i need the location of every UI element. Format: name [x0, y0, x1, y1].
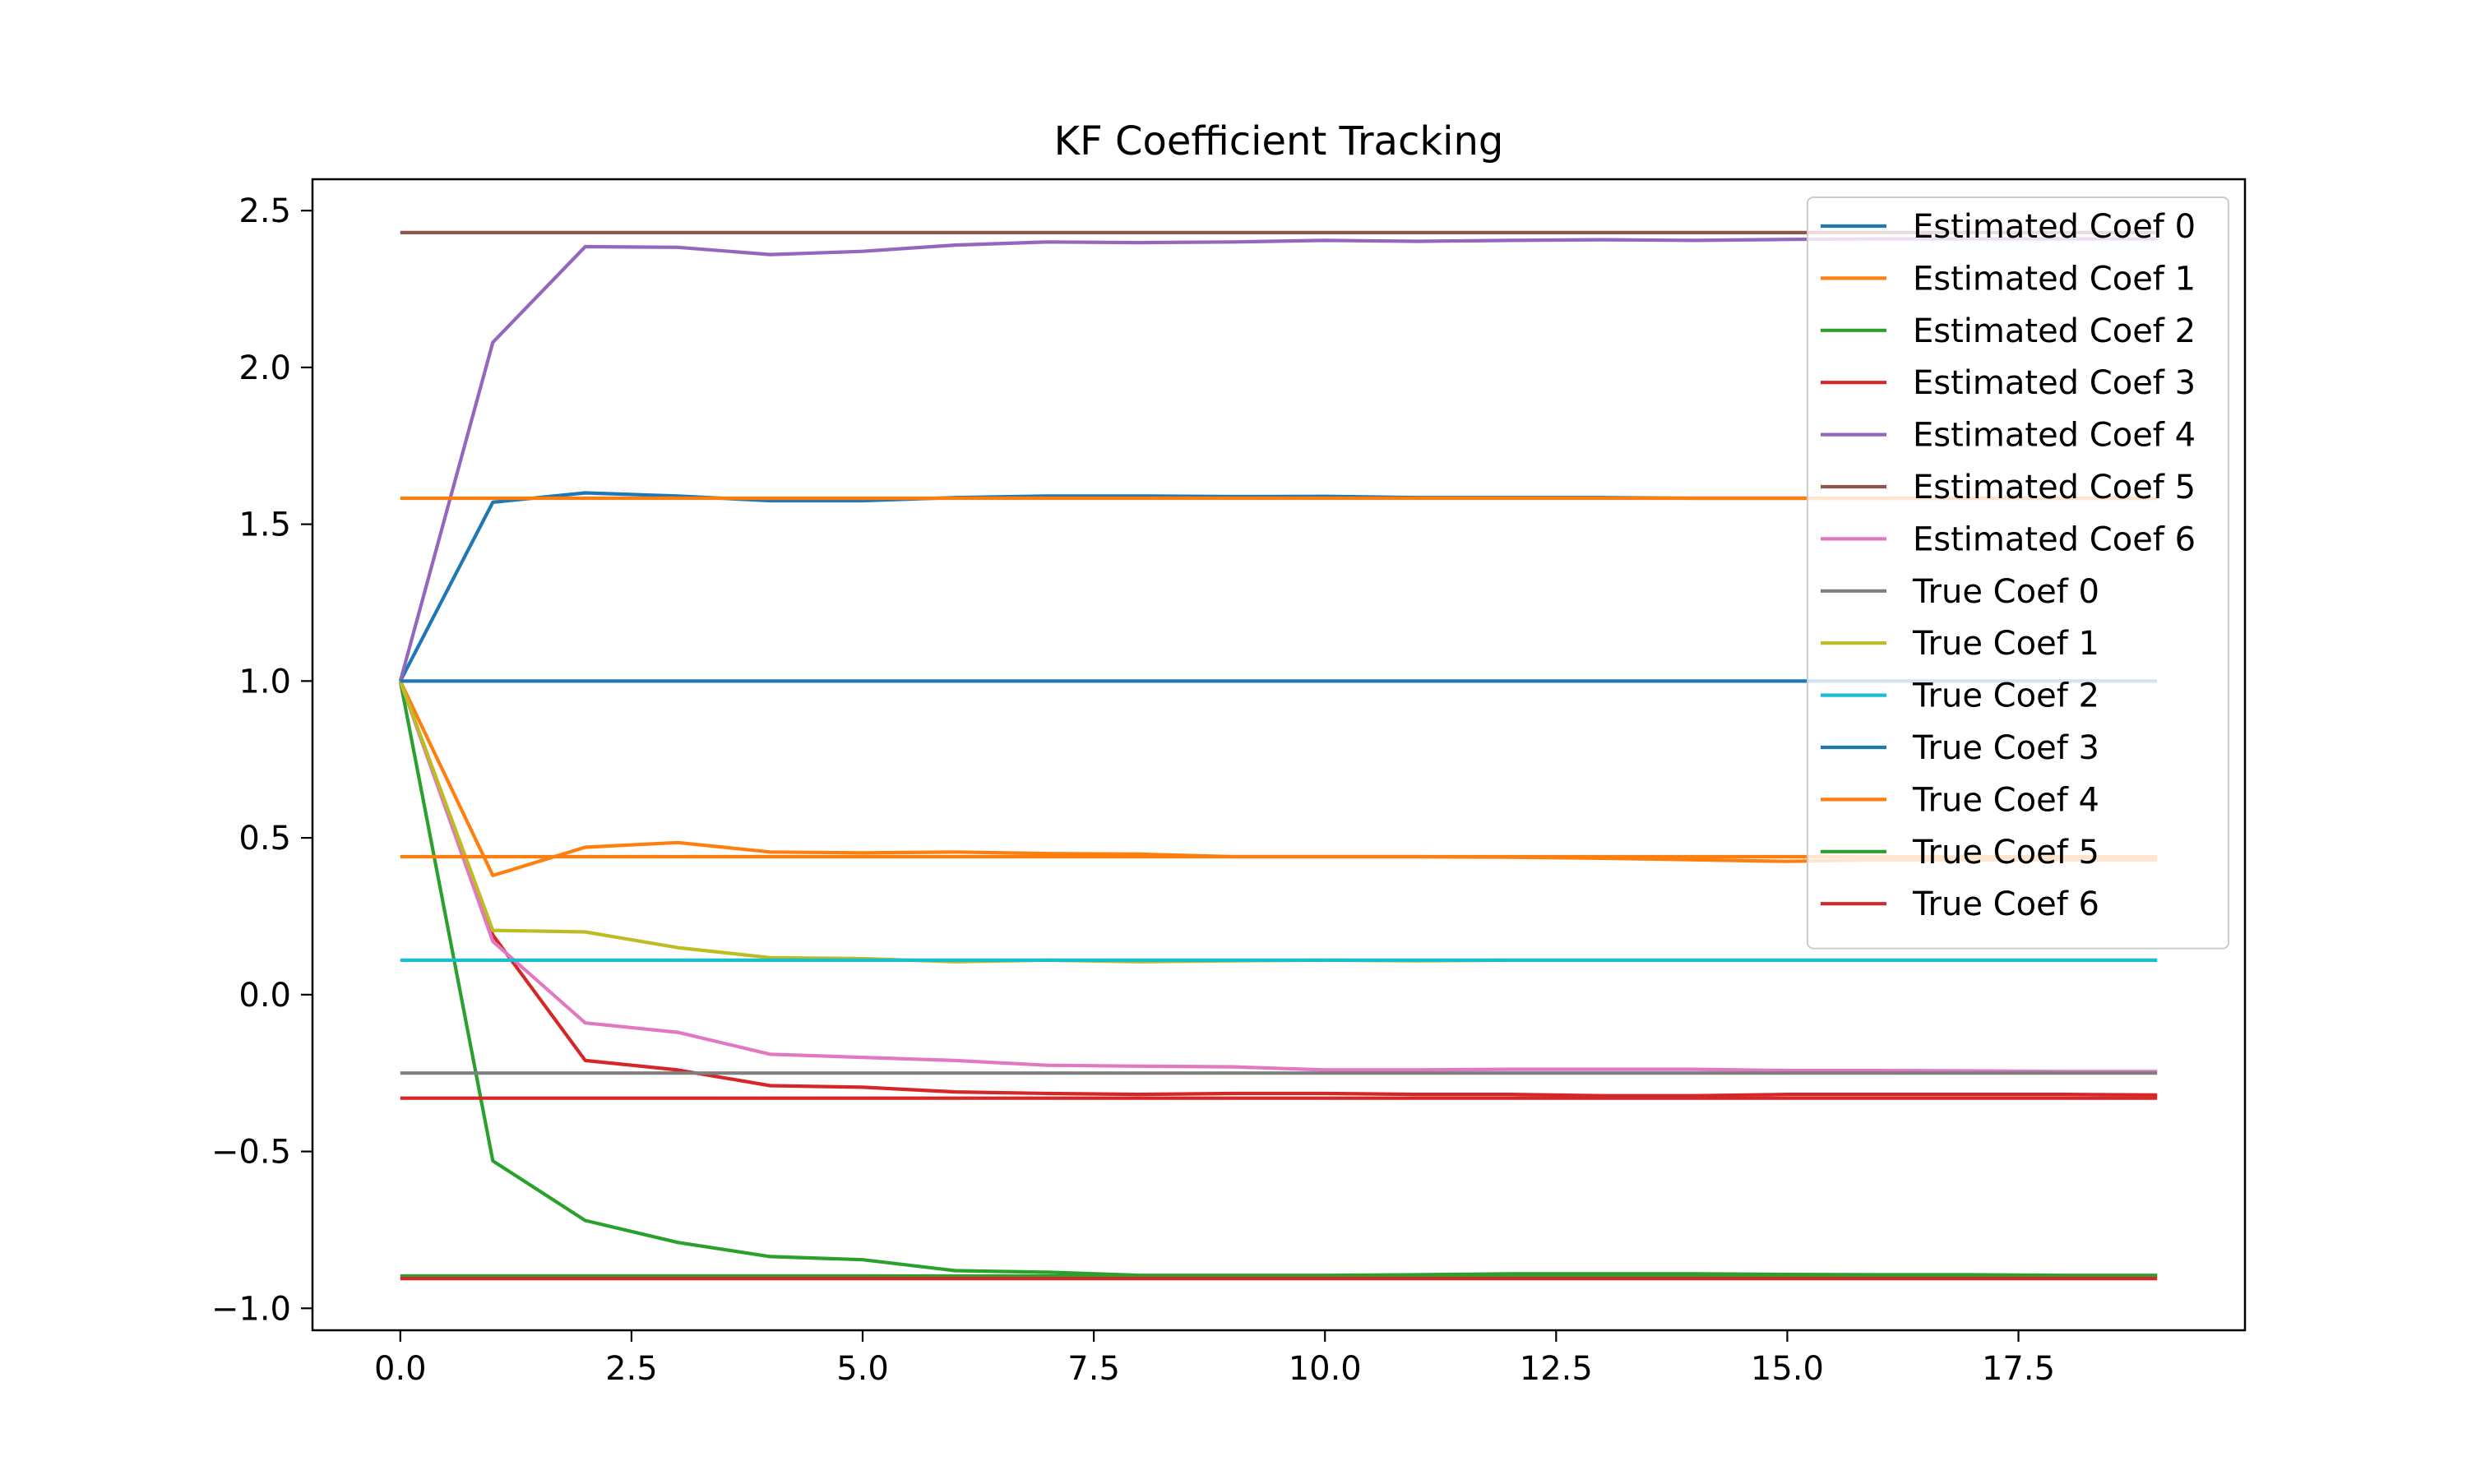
y-axis: −1.0 −0.5 0.0 0.5 1.0 1.5 2.0 2.5	[211, 192, 312, 1328]
x-tick-label: 5.0	[836, 1350, 889, 1388]
legend-label-true-coef-4: True Coef 4	[1912, 781, 2099, 819]
plot-frame	[311, 178, 2247, 1332]
x-tick-label: 2.5	[605, 1350, 658, 1388]
legend-box	[1807, 196, 2229, 950]
legend-label-estimated-coef-0: Estimated Coef 0	[1913, 208, 2196, 246]
y-tick-label: 0.5	[238, 820, 291, 858]
y-tick-label: −0.5	[211, 1134, 291, 1172]
legend-label-true-coef-1: True Coef 1	[1912, 625, 2099, 663]
legend-label-true-coef-2: True Coef 2	[1912, 677, 2099, 715]
legend-label-estimated-coef-6: Estimated Coef 6	[1913, 520, 2196, 558]
legend-label-estimated-coef-4: Estimated Coef 4	[1913, 417, 2196, 455]
x-axis: 0.0 2.5 5.0 7.5 10.0 12.5 15.0 17.5	[374, 1330, 2055, 1388]
y-tick-label: 2.0	[238, 349, 291, 387]
y-tick-label: −1.0	[211, 1290, 291, 1328]
x-tick-label: 17.5	[1982, 1350, 2055, 1388]
legend-label-true-coef-0: True Coef 0	[1912, 573, 2099, 611]
legend: Estimated Coef 0 Estimated Coef 1 Estimate…	[1807, 196, 2229, 950]
x-tick-label: 10.0	[1289, 1350, 1362, 1388]
legend-label-estimated-coef-3: Estimated Coef 3	[1913, 364, 2196, 402]
y-tick-label: 1.5	[238, 506, 291, 544]
legend-label-true-coef-3: True Coef 3	[1912, 729, 2099, 767]
x-tick-label: 0.0	[374, 1350, 427, 1388]
legend-label-true-coef-6: True Coef 6	[1912, 885, 2099, 923]
x-tick-label: 12.5	[1520, 1350, 1593, 1388]
x-tick-label: 7.5	[1067, 1350, 1120, 1388]
y-tick-label: 2.5	[238, 192, 291, 230]
chart-title: KF Coefficient Tracking	[1054, 118, 1504, 164]
legend-label-estimated-coef-5: Estimated Coef 5	[1913, 469, 2196, 506]
y-tick-label: 0.0	[238, 977, 291, 1015]
series-line-estimated-coef-6	[398, 680, 2158, 1074]
legend-label-true-coef-5: True Coef 5	[1912, 834, 2099, 871]
y-tick-label: 1.0	[238, 663, 291, 700]
legend-label-estimated-coef-1: Estimated Coef 1	[1913, 260, 2196, 298]
legend-label-estimated-coef-2: Estimated Coef 2	[1913, 312, 2196, 350]
x-tick-label: 15.0	[1751, 1350, 1824, 1388]
